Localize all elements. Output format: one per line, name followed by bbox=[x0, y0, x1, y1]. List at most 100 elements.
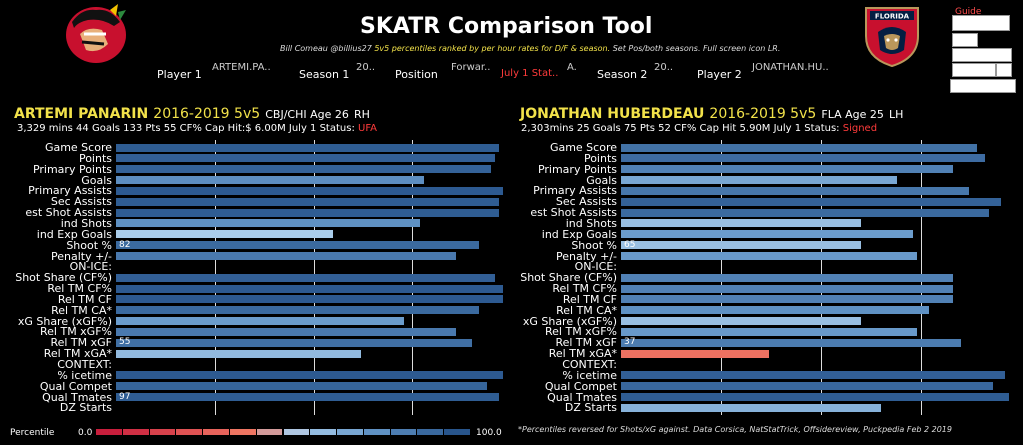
percentile-bar[interactable] bbox=[621, 186, 969, 195]
row-label: Goals bbox=[81, 173, 112, 187]
percentile-bar[interactable] bbox=[116, 241, 480, 250]
percentile-bar[interactable] bbox=[621, 176, 897, 185]
row-label: Rel TM CA* bbox=[51, 303, 112, 317]
guide-link[interactable]: Guide bbox=[955, 7, 982, 17]
legend-label: Percentile bbox=[10, 428, 55, 438]
player2-percentile-chart: Game Score Points Primary Points Goals Prima… bbox=[511, 140, 1023, 420]
legend-swatch bbox=[176, 429, 203, 435]
player2-stats: 2,303mins 25 Goals 75 Pts 52 CF% Cap Hit… bbox=[521, 123, 877, 134]
percentile-bar[interactable] bbox=[621, 197, 1001, 206]
player2-header: JONATHAN HUBERDEAU 2016-2019 5v5 FLA Age… bbox=[520, 103, 903, 122]
season2-label: Season 2 bbox=[597, 68, 648, 81]
position-select[interactable]: Forwar.. bbox=[451, 62, 491, 73]
percentile-bar[interactable] bbox=[116, 208, 500, 217]
percentile-bar[interactable] bbox=[621, 230, 913, 239]
percentile-bar[interactable] bbox=[116, 295, 504, 304]
percentile-bar[interactable] bbox=[621, 252, 917, 260]
season2-select[interactable]: 20.. bbox=[654, 62, 674, 73]
july1-status-select[interactable]: A. bbox=[567, 62, 577, 73]
page-title: SKATR Comparison Tool bbox=[360, 14, 653, 39]
guide-panel-6[interactable] bbox=[950, 79, 1016, 93]
percentile-bar[interactable] bbox=[116, 371, 504, 380]
player1-percentile-chart: Game Score Points Primary Points Goals Prima… bbox=[0, 140, 511, 420]
player2-select[interactable]: JONATHAN.HU.. bbox=[752, 62, 829, 73]
footer-note: *Percentiles reversed for Shots/xG again… bbox=[518, 425, 952, 434]
percentile-bar[interactable] bbox=[621, 317, 861, 326]
season1-select[interactable]: 20.. bbox=[356, 62, 376, 73]
percentile-bar[interactable] bbox=[621, 349, 769, 358]
row-label: Goals bbox=[586, 173, 617, 187]
percentile-bar[interactable] bbox=[116, 349, 361, 358]
row-label: Shot Share (CF%) bbox=[15, 271, 112, 285]
percentile-bar[interactable] bbox=[116, 306, 480, 315]
percentile-bar[interactable] bbox=[116, 154, 496, 163]
row-label: Rel TM xGF bbox=[555, 336, 617, 350]
row-label: Game Score bbox=[549, 141, 617, 154]
percentile-bar[interactable] bbox=[621, 219, 861, 228]
legend-swatch bbox=[363, 429, 390, 435]
percentile-legend-scale bbox=[96, 429, 471, 435]
row-label: Penalty +/- bbox=[556, 249, 617, 263]
row-label: ON-ICE: bbox=[574, 260, 617, 274]
player1-name: ARTEMI PANARIN bbox=[14, 106, 149, 122]
row-label: Rel TM CF bbox=[57, 292, 112, 306]
subtitle: Bill Comeau @billius27 5v5 percentiles r… bbox=[280, 44, 780, 53]
row-label: Primary Assists bbox=[533, 184, 617, 198]
percentile-bar[interactable] bbox=[621, 208, 989, 217]
svg-text:FLORIDA: FLORIDA bbox=[875, 13, 910, 21]
player2-stats-text: 2,303mins 25 Goals 75 Pts 52 CF% Cap Hit… bbox=[521, 123, 840, 134]
percentile-bar[interactable] bbox=[116, 176, 425, 185]
percentile-bar[interactable] bbox=[621, 165, 953, 174]
row-label: Primary Points bbox=[32, 162, 112, 176]
row-label: Points bbox=[583, 151, 617, 165]
guide-panel-5[interactable] bbox=[996, 63, 1012, 77]
row-label: ind Exp Goals bbox=[541, 227, 617, 241]
percentile-bar[interactable] bbox=[621, 284, 953, 293]
row-label: % icetime bbox=[562, 368, 617, 382]
percentile-bar[interactable] bbox=[116, 327, 456, 336]
percentile-bar[interactable] bbox=[621, 306, 929, 315]
percentile-bar[interactable] bbox=[116, 252, 456, 260]
percentile-bar[interactable] bbox=[116, 197, 500, 206]
percentile-bar[interactable] bbox=[116, 273, 496, 282]
legend-swatch bbox=[310, 429, 337, 435]
guide-panel-4[interactable] bbox=[952, 63, 996, 77]
row-label: Qual Compet bbox=[39, 379, 112, 393]
row-label: DZ Starts bbox=[564, 401, 617, 415]
percentile-bar[interactable] bbox=[621, 143, 977, 152]
percentile-bar[interactable] bbox=[621, 403, 881, 412]
percentile-bar[interactable] bbox=[116, 230, 334, 239]
percentile-bar[interactable] bbox=[116, 393, 500, 402]
percentile-bar[interactable] bbox=[621, 241, 861, 250]
percentile-bar[interactable] bbox=[621, 338, 961, 347]
percentile-bar[interactable] bbox=[116, 284, 504, 293]
row-label: xG Share (xGF%) bbox=[17, 314, 112, 328]
row-label: ind Shots bbox=[565, 216, 617, 230]
guide-panel-3[interactable] bbox=[952, 48, 1012, 62]
guide-panel-2[interactable] bbox=[952, 33, 978, 47]
percentile-bar[interactable] bbox=[116, 317, 405, 326]
percentile-bar[interactable] bbox=[621, 295, 953, 304]
row-label: Rel TM CF bbox=[562, 292, 617, 306]
percentile-bar[interactable] bbox=[116, 338, 472, 347]
percentile-bar[interactable] bbox=[621, 382, 993, 391]
percentile-bar[interactable] bbox=[621, 393, 1009, 402]
percentile-bar[interactable] bbox=[116, 219, 421, 228]
guide-panel-1[interactable] bbox=[952, 15, 1010, 31]
percentile-bar[interactable] bbox=[621, 154, 985, 163]
row-label: Points bbox=[78, 151, 112, 165]
percentile-bar[interactable] bbox=[621, 327, 917, 336]
percentile-bar[interactable] bbox=[621, 371, 1005, 380]
percentile-bar[interactable] bbox=[621, 273, 953, 282]
player1-select[interactable]: ARTEMI.PA.. bbox=[212, 62, 271, 73]
row-label: Sec Assists bbox=[555, 195, 617, 209]
percentile-bar[interactable] bbox=[116, 165, 492, 174]
row-label: DZ Starts bbox=[59, 401, 112, 415]
percentile-bar[interactable] bbox=[116, 382, 488, 391]
row-label: est Shot Assists bbox=[25, 206, 112, 220]
row-label: Rel TM CF% bbox=[47, 282, 112, 296]
percentile-bar[interactable] bbox=[116, 143, 500, 152]
row-label: ON-ICE: bbox=[69, 260, 112, 274]
row-label: Primary Points bbox=[537, 162, 617, 176]
percentile-bar[interactable] bbox=[116, 186, 504, 195]
